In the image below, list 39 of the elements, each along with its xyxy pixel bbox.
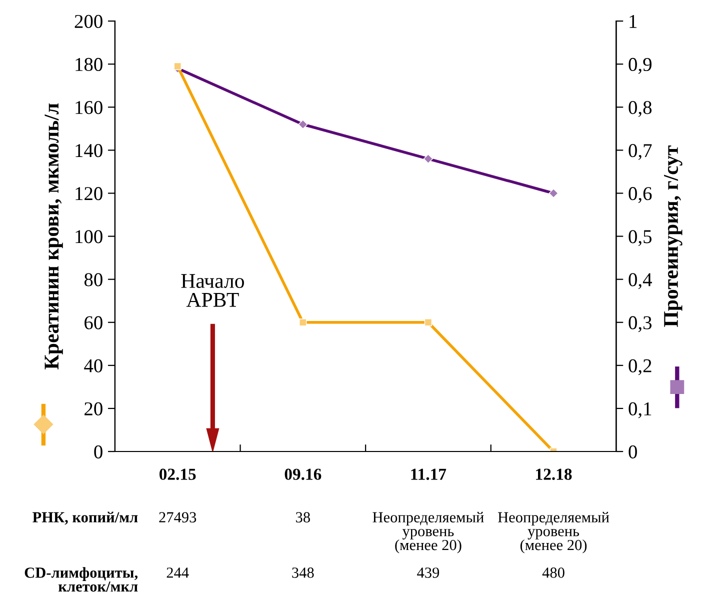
y2-axis-title: Протеинурия, г/сут — [664, 146, 682, 327]
y2-tick-label: 0,8 — [628, 100, 652, 117]
y2-tick-label: 0,3 — [628, 316, 652, 332]
y2-tick-label: 0,1 — [628, 402, 652, 418]
text: 439 — [417, 568, 440, 578]
text: Неопределяемый уровень (менее 20) — [372, 512, 484, 554]
y-tick-label: 80 — [84, 273, 102, 286]
text: 27493 — [159, 512, 196, 522]
x-tick-label: 11.17 — [411, 468, 446, 480]
y2-tick-label: 1 — [630, 14, 637, 28]
y-tick-label: 120 — [76, 187, 102, 200]
y-tick-label: 20 — [84, 402, 102, 416]
y2-tick-label: 0,5 — [628, 230, 652, 246]
y-tick-label: 0 — [94, 445, 102, 458]
y-tick-label: 200 — [74, 14, 102, 28]
y2-tick-label: 0,9 — [628, 58, 652, 74]
text: Неопределяемый уровень (менее 20) — [498, 512, 610, 554]
x-tick-label: 02.15 — [160, 468, 196, 480]
y2-tick-label: 0,4 — [628, 273, 652, 290]
y-tick-label: 160 — [76, 100, 102, 114]
x-tick-label: 12.18 — [536, 468, 572, 480]
y-tick-label: 100 — [76, 230, 102, 244]
text: CD-лимфоциты, клеток/мкл — [24, 567, 138, 592]
y-axis-title: Креатинин крови, мкмоль/л — [44, 103, 63, 370]
y2-tick-label: 0,2 — [628, 359, 652, 376]
y2-tick-label: 0,7 — [628, 144, 652, 160]
y-tick-label: 60 — [84, 316, 102, 330]
text: 348 — [292, 568, 314, 578]
y-tick-label: 140 — [76, 144, 102, 158]
y-tick-label: 180 — [76, 58, 102, 72]
annotation: Начало АРВТ — [181, 274, 244, 307]
y2-tick-label: 0 — [628, 445, 637, 458]
text: 38 — [296, 512, 310, 522]
text: 244 — [166, 568, 189, 578]
text: РНК, копий/мл — [32, 512, 138, 525]
y-tick-label: 40 — [84, 359, 102, 372]
y2-tick-label: 0,6 — [628, 187, 652, 203]
x-tick-label: 09.16 — [284, 468, 322, 480]
text: 480 — [542, 568, 564, 578]
